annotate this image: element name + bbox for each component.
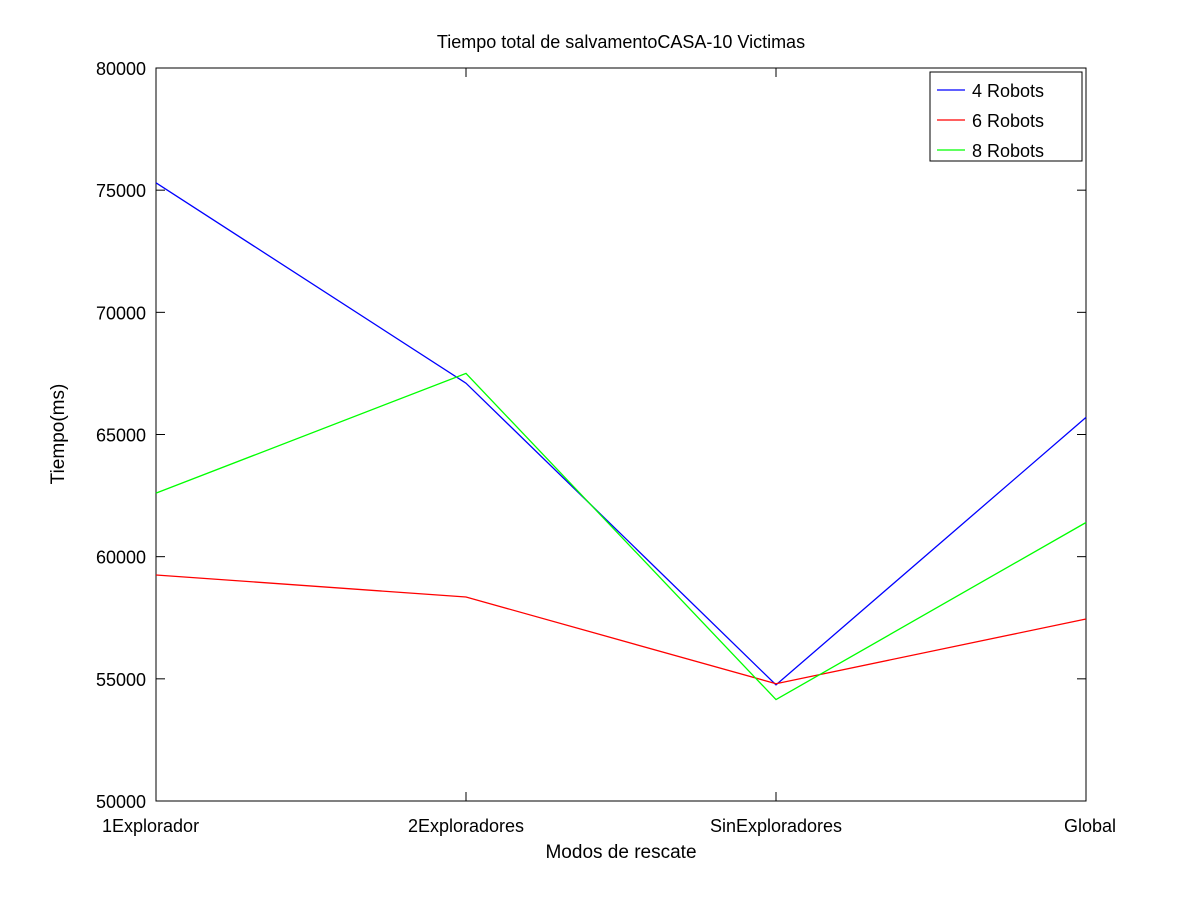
x-axis-title: Modos de rescate	[545, 842, 696, 863]
x-tick-label: 2Exploradores	[408, 816, 524, 836]
x-axis: 1Explorador 2Exploradores SinExploradores G…	[102, 68, 1116, 836]
series-line-6-robots	[155, 574, 1087, 685]
y-tick-label: 80000	[96, 59, 146, 79]
y-tick-label: 75000	[96, 181, 146, 201]
y-axis: 50000 55000 60000 65000 70000 75000 80000	[96, 59, 1086, 812]
y-tick-label: 65000	[96, 426, 146, 446]
legend-box	[929, 71, 1083, 162]
series-line-4-robots	[155, 182, 1087, 686]
legend-label: 4 Robots	[972, 81, 1044, 101]
x-tick-label: SinExploradores	[710, 816, 842, 836]
legend-label: 6 Robots	[972, 111, 1044, 131]
y-tick-label: 50000	[96, 792, 146, 812]
x-tick-label: 1Explorador	[102, 816, 199, 836]
y-tick-label: 55000	[96, 670, 146, 690]
y-tick-label: 70000	[96, 303, 146, 323]
legend-label: 8 Robots	[972, 141, 1044, 161]
x-tick-label: Global	[1064, 816, 1116, 836]
y-axis-title: Tiempo(ms)	[48, 384, 69, 485]
series-lines	[155, 182, 1087, 701]
plot-area	[155, 67, 1087, 802]
legend: 4 Robots 6 Robots 8 Robots	[929, 71, 1083, 162]
series-line-8-robots	[155, 372, 1087, 701]
y-tick-label: 60000	[96, 548, 146, 568]
chart-title: Tiempo total de salvamentoCASA-10 Victim…	[437, 32, 805, 52]
